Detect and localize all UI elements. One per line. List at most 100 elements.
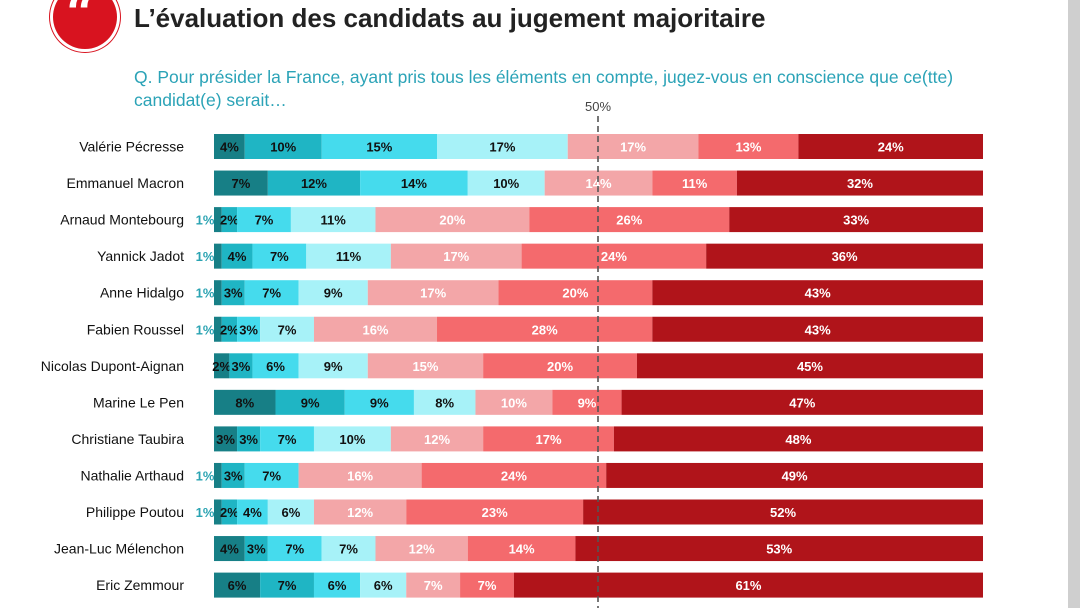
data-label: 3% — [247, 542, 266, 557]
bar-segment — [244, 134, 322, 159]
candidate-label: Valérie Pécresse — [79, 139, 184, 155]
data-label: 49% — [782, 468, 808, 483]
reference-line-label: 50% — [585, 99, 611, 114]
data-label: 2% — [220, 322, 239, 337]
data-label: 61% — [735, 578, 761, 593]
bar-segment — [406, 499, 584, 525]
bar-segment — [260, 572, 314, 598]
page-edge — [1068, 0, 1080, 608]
bar-segment — [214, 572, 261, 598]
candidate-label: Fabien Roussel — [87, 321, 184, 337]
candidate-label: Emmanuel Macron — [67, 175, 185, 191]
bar-segment — [214, 243, 222, 269]
data-label: 6% — [374, 578, 393, 593]
data-label: 16% — [347, 468, 373, 483]
data-label: 11% — [321, 213, 347, 228]
bar-segment — [483, 353, 637, 379]
bar-segment — [475, 389, 553, 415]
bar-segment — [214, 462, 222, 488]
bar-segment — [237, 316, 261, 342]
data-label: 12% — [409, 542, 435, 557]
data-label: 6% — [282, 505, 301, 520]
data-label: 20% — [547, 359, 573, 374]
bar-segment — [360, 170, 468, 196]
bar-segment — [621, 389, 983, 415]
data-label: 3% — [224, 468, 243, 483]
bar-segment — [214, 134, 245, 159]
bar-segment — [467, 170, 545, 196]
bar-segment — [221, 280, 245, 306]
bar-segment — [244, 280, 299, 306]
data-label: 7% — [255, 213, 274, 228]
data-label: 10% — [501, 395, 527, 410]
bar-segment — [221, 316, 238, 342]
bar-segment — [221, 243, 253, 269]
bar-segment — [290, 207, 376, 233]
candidate-label: Philippe Poutou — [86, 504, 184, 520]
data-label: 17% — [443, 249, 469, 264]
bar-segment — [221, 462, 245, 488]
bar-segment — [421, 462, 607, 488]
data-label: 1% — [196, 468, 215, 483]
data-label: 14% — [585, 176, 611, 191]
page-title: L’évaluation des candidats au jugement m… — [134, 3, 766, 33]
bar-segment — [237, 499, 268, 525]
bar-segment — [575, 536, 983, 562]
bar-segment — [460, 572, 514, 598]
data-label: 6% — [266, 359, 285, 374]
survey-question: Q. Pour présider la France, ayant pris t… — [134, 67, 954, 110]
bar-segment — [267, 499, 314, 525]
data-label: 17% — [535, 432, 561, 447]
data-label: 14% — [509, 542, 535, 557]
bar-segment — [367, 280, 499, 306]
bar-segment — [529, 207, 730, 233]
data-label: 33% — [843, 213, 869, 228]
data-label: 32% — [847, 176, 873, 191]
bar-segment — [214, 389, 276, 415]
data-label: 9% — [324, 359, 343, 374]
bar-segment — [229, 353, 253, 379]
bar-segment — [267, 170, 361, 196]
data-label: 12% — [347, 505, 373, 520]
bar-segment — [375, 207, 530, 233]
data-label: 17% — [620, 140, 646, 155]
data-label: 17% — [489, 140, 515, 155]
bar-segment — [521, 243, 707, 269]
bar-segment — [244, 536, 268, 562]
data-label: 43% — [805, 322, 831, 337]
bar-segment — [214, 207, 222, 233]
data-label: 8% — [435, 395, 454, 410]
quote-icon: “ — [66, 0, 95, 42]
bar-segment — [275, 389, 345, 415]
data-label: 8% — [235, 395, 254, 410]
bar-segment — [313, 499, 407, 525]
data-label: 11% — [682, 176, 708, 191]
data-label: 10% — [493, 176, 519, 191]
bar-segment — [406, 572, 461, 598]
data-label: 4% — [228, 249, 247, 264]
bar-segment — [321, 134, 438, 159]
data-label: 1% — [196, 249, 215, 264]
bar-segment — [306, 243, 391, 269]
data-label: 4% — [220, 542, 239, 557]
candidate-label: Christiane Taubira — [71, 431, 184, 447]
bar-segment — [706, 243, 983, 269]
data-label: 13% — [735, 140, 761, 155]
data-label: 9% — [370, 395, 389, 410]
bar-segment — [652, 280, 983, 306]
bar-segment — [652, 170, 737, 196]
bar-segment — [214, 316, 222, 342]
data-label: 53% — [766, 542, 792, 557]
bar-segment — [652, 316, 983, 342]
bar-segment — [736, 170, 983, 196]
bar-segment — [344, 389, 414, 415]
data-label: 43% — [805, 286, 831, 301]
bar-segment — [237, 426, 261, 452]
bar-segment — [467, 536, 576, 562]
data-label: 7% — [478, 578, 497, 593]
data-label: 3% — [232, 359, 251, 374]
bar-segment — [583, 499, 983, 525]
data-label: 7% — [262, 468, 281, 483]
bar-segment — [321, 536, 376, 562]
candidate-label: Anne Hidalgo — [100, 285, 184, 301]
